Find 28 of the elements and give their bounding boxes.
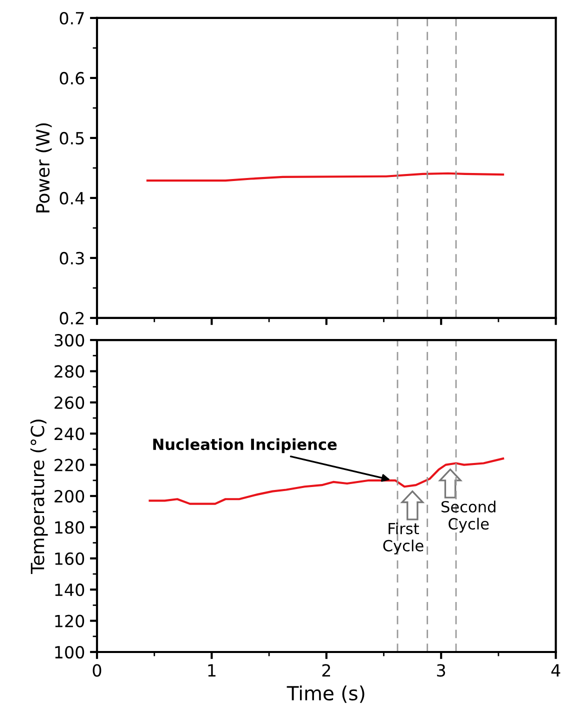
y-tick-label: 0.2 bbox=[60, 312, 84, 325]
y-tick-label: 220 bbox=[54, 458, 84, 472]
annotation: First Cycle bbox=[383, 522, 424, 554]
annotation: Nucleation Incipience bbox=[153, 438, 337, 454]
y-tick-label: 120 bbox=[55, 614, 84, 628]
y-axis-title: Temperature (°C) bbox=[30, 420, 48, 574]
y-tick-label: 0.4 bbox=[60, 192, 84, 205]
y-tick-label: 240 bbox=[54, 428, 84, 440]
y-tick-label: 0.3 bbox=[60, 252, 84, 265]
y-tick-label: 180 bbox=[55, 521, 84, 534]
x-tick-label: 1 bbox=[208, 664, 216, 676]
y-tick-label: 200 bbox=[54, 490, 84, 503]
y-tick-label: 300 bbox=[54, 334, 84, 347]
y-tick-label: 260 bbox=[54, 396, 84, 409]
x-tick-label: 2 bbox=[322, 664, 330, 676]
x-tick-label: 0 bbox=[92, 664, 102, 677]
x-axis-title: Time (s) bbox=[286, 685, 364, 703]
y-tick-label: 0.7 bbox=[60, 12, 84, 25]
x-tick-label: 4 bbox=[551, 664, 560, 676]
y-tick-label: 0.5 bbox=[60, 132, 84, 145]
y-tick-label: 0.6 bbox=[60, 72, 84, 85]
y-tick-label: 140 bbox=[55, 584, 84, 596]
x-tick-label: 3 bbox=[437, 664, 446, 677]
y-tick-label: 100 bbox=[55, 646, 84, 659]
y-axis-title: Power (W) bbox=[36, 123, 52, 212]
y-tick-label: 280 bbox=[54, 365, 84, 378]
annotation: Second Cycle bbox=[442, 500, 496, 533]
y-tick-label: 160 bbox=[55, 552, 84, 565]
